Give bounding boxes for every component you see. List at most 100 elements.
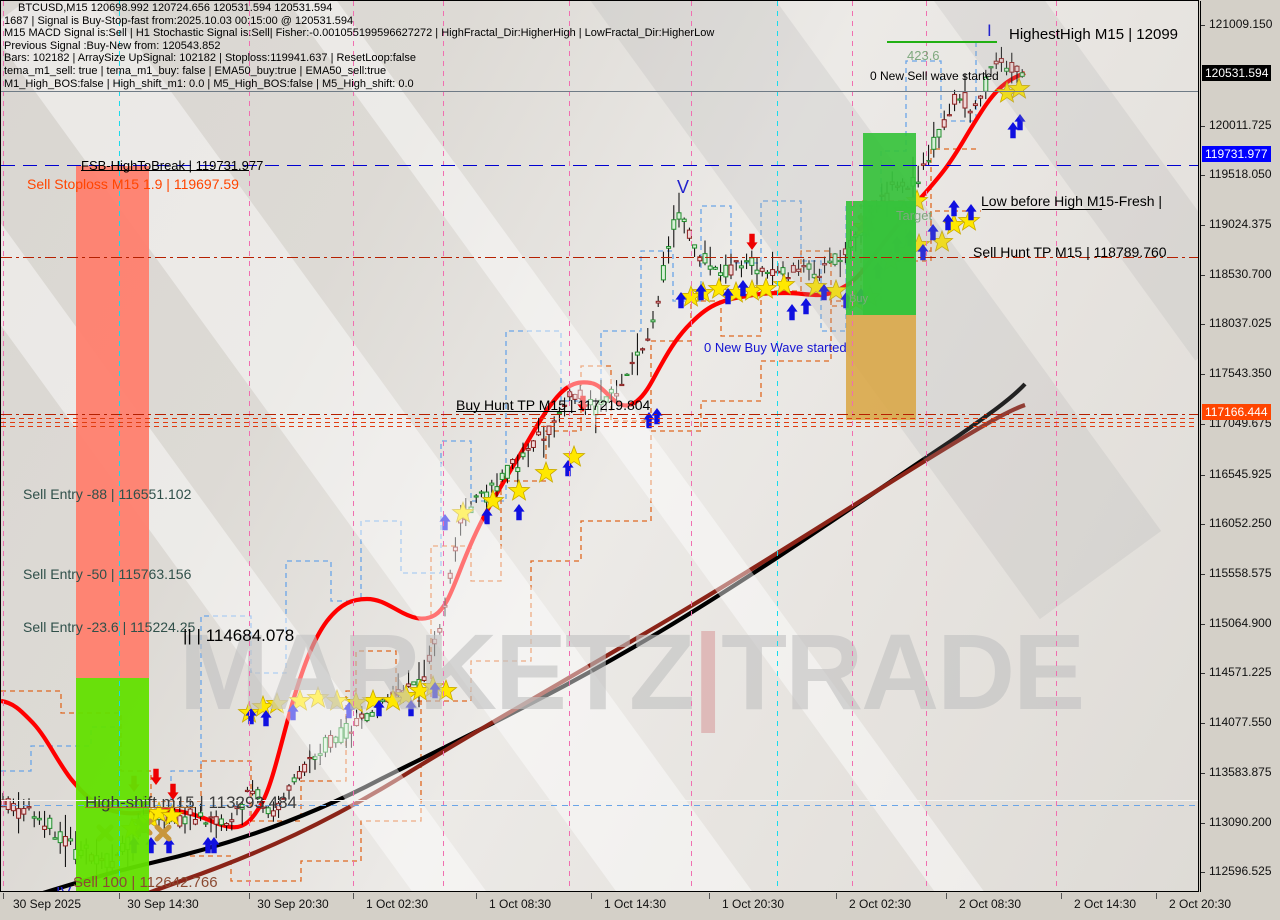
candle-body xyxy=(411,681,417,686)
candle-body xyxy=(806,263,812,270)
signal-star-icon xyxy=(288,688,312,711)
candle-body xyxy=(192,819,198,825)
candle-body xyxy=(837,259,843,263)
candle-body xyxy=(660,265,666,281)
candle-body xyxy=(369,711,375,717)
candle-body xyxy=(629,361,635,365)
candle-body xyxy=(650,319,656,323)
time-tick-label: 30 Sep 2025 xyxy=(12,897,82,911)
candle-body xyxy=(421,676,427,681)
signal-star-icon xyxy=(306,685,330,708)
candle-body xyxy=(229,819,235,823)
info-line-bos: M1_High_BOS:false | High_shift_m1: 0.0 |… xyxy=(4,77,414,90)
candle-body xyxy=(5,798,11,810)
candle-body xyxy=(473,495,479,498)
price-axis[interactable]: 121009.150 120011.725 119518.050 119024.375… xyxy=(1200,1,1279,892)
current-price-tag[interactable]: 120531.594 xyxy=(1202,65,1272,82)
price-tick xyxy=(1201,723,1205,725)
candle-body xyxy=(556,412,562,415)
buy-arrow-icon xyxy=(343,702,355,719)
time-axis[interactable]: 30 Sep 2025 30 Sep 14:30 30 Sep 20:30 1 Oct… xyxy=(1,893,1231,919)
candle-body xyxy=(364,713,370,722)
info-line-bars: Bars: 102182 | ArraySize UpSignal: 10218… xyxy=(4,52,416,65)
signal-star-icon xyxy=(361,688,385,711)
price-tick xyxy=(1201,822,1205,824)
time-tick-label: 30 Sep 20:30 xyxy=(257,897,329,911)
candle-body xyxy=(723,264,729,278)
candle-body xyxy=(598,399,604,405)
candle-body xyxy=(52,837,58,840)
candle-body xyxy=(239,803,245,810)
buy-arrow-icon xyxy=(202,837,214,854)
white-level xyxy=(1,800,1199,801)
price-tick-label: 119024.375 xyxy=(1209,217,1272,232)
time-tick-label: 2 Oct 20:30 xyxy=(1168,897,1232,911)
candle-body xyxy=(926,160,932,163)
candle-body xyxy=(478,491,484,494)
time-tick-label: 1 Oct 02:30 xyxy=(365,897,429,911)
buy-arrow-icon xyxy=(260,710,272,727)
candle-body xyxy=(536,431,542,436)
time-tick-label: 2 Oct 14:30 xyxy=(1073,897,1137,911)
candle-body xyxy=(770,269,776,276)
marker-iv-low: IV xyxy=(56,885,71,892)
price-tick xyxy=(1201,175,1205,177)
candle-body xyxy=(281,798,287,801)
candle-body xyxy=(426,654,432,662)
candle-body xyxy=(286,785,292,791)
signal-star-icon xyxy=(265,691,289,714)
candle-body xyxy=(988,66,994,69)
vgrid-1 xyxy=(3,1,4,892)
buy-arrow-icon xyxy=(643,412,655,429)
vgrid-3 xyxy=(249,1,250,892)
candle-body xyxy=(260,806,266,809)
time-tick xyxy=(119,893,120,899)
candle-body xyxy=(692,244,698,249)
stop-level-tag[interactable]: 117166.444 xyxy=(1202,404,1271,421)
candle-body xyxy=(562,404,568,407)
price-tick xyxy=(1201,324,1205,326)
price-tick-label: 116545.925 xyxy=(1209,466,1272,481)
fsb-level-tag[interactable]: 119731.977 xyxy=(1202,145,1271,162)
candle-body xyxy=(16,808,22,819)
candle-body xyxy=(718,272,724,276)
signal-star-icon xyxy=(1007,76,1031,99)
candle-body xyxy=(801,265,807,268)
info-line-previous: Previous Signal :Buy-New from: 120543.85… xyxy=(4,39,221,52)
candle-body xyxy=(681,218,687,223)
chart-plot-area[interactable]: MARKETZ|TRADE xyxy=(1,1,1199,892)
candle-body xyxy=(42,825,48,830)
candle-body xyxy=(255,789,261,800)
buy-arrow-icon xyxy=(965,204,977,221)
price-tick-label: 117543.350 xyxy=(1209,366,1272,381)
price-tick xyxy=(1201,225,1205,227)
time-tick-label: 1 Oct 14:30 xyxy=(603,897,667,911)
price-tick-label: 113090.200 xyxy=(1209,814,1272,829)
buy-arrow-icon xyxy=(1007,122,1019,139)
time-tick xyxy=(476,893,477,899)
candle-body xyxy=(265,807,271,815)
sell-stoploss-m15: Sell Stoploss M15 1.9 | 119697.59 xyxy=(27,176,239,192)
time-tick-label: 1 Oct 20:30 xyxy=(721,897,785,911)
candle-body xyxy=(338,727,344,743)
signal-star-icon xyxy=(451,500,475,523)
candle-body xyxy=(291,777,297,783)
new-sell-wave: 0 New Sell wave started xyxy=(870,69,999,83)
buy-arrow-icon xyxy=(163,837,175,854)
candle-body xyxy=(182,816,188,825)
candle-body xyxy=(26,806,32,809)
candle-body xyxy=(198,812,204,817)
ema-200-line xyxy=(39,382,1027,892)
stop-level-aux-0 xyxy=(1,418,1199,419)
buy-arrow-icon xyxy=(927,224,939,241)
candle-body xyxy=(624,373,630,376)
candle-body xyxy=(47,817,53,829)
candle-body xyxy=(572,394,578,400)
buy-arrow-icon xyxy=(948,200,960,217)
buy-hunt-level xyxy=(1,414,1199,415)
price-marker-114684: || | 114684.078 xyxy=(183,626,295,645)
chart-info-panel: BTCUSD,M15 120698.992 120724.656 120531.… xyxy=(4,2,714,90)
candle-body xyxy=(437,628,443,633)
candle-body xyxy=(749,257,755,266)
